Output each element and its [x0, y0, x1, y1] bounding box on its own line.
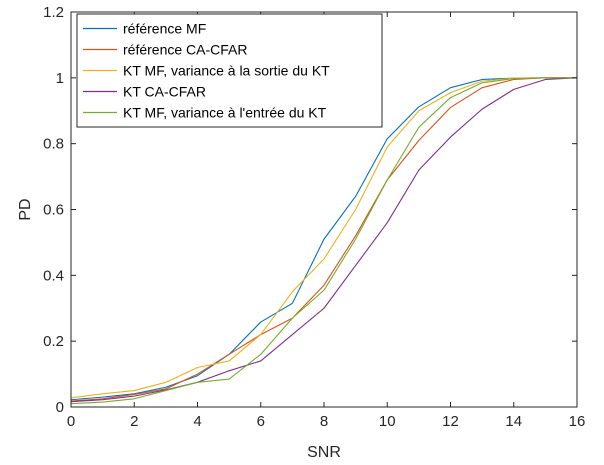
series-line-5 [70, 77, 577, 405]
x-tick-label: 2 [130, 413, 138, 430]
legend-label-1: référence MF [123, 21, 206, 37]
legend-label-2: référence CA-CFAR [123, 42, 247, 58]
x-tick-label: 4 [193, 413, 201, 430]
series-line-4 [70, 77, 578, 403]
y-tick-label: 0.8 [43, 136, 64, 153]
y-tick-label: 0.2 [43, 333, 64, 350]
x-tick-label: 10 [379, 413, 396, 430]
x-tick-label: 12 [442, 413, 459, 430]
x-tick-label: 14 [505, 413, 522, 430]
x-tick-label: 8 [320, 413, 328, 430]
x-tick-label: 0 [67, 413, 75, 430]
y-tick-label: 1.2 [43, 4, 64, 21]
legend-label-4: KT CA-CFAR [123, 84, 206, 100]
legend-label-3: KT MF, variance à la sortie du KT [123, 63, 330, 79]
legend-box [76, 13, 383, 128]
series-line-3 [70, 77, 577, 399]
x-axis-label: SNR [307, 444, 341, 461]
series-line-2 [70, 77, 577, 402]
y-tick-label: 0 [56, 399, 64, 416]
legend: référence MF référence CA-CFAR KT MF, vari… [76, 13, 383, 128]
x-tick-label: 16 [569, 413, 586, 430]
y-axis-label: PD [17, 198, 34, 220]
x-tick-label: 6 [257, 413, 265, 430]
legend-label-5: KT MF, variance à l'entrée du KT [123, 105, 327, 121]
y-tick-label: 0.4 [43, 267, 64, 284]
y-tick-label: 0.6 [43, 202, 64, 219]
series-line-1 [70, 77, 577, 401]
y-tick-label: 1 [56, 70, 64, 87]
